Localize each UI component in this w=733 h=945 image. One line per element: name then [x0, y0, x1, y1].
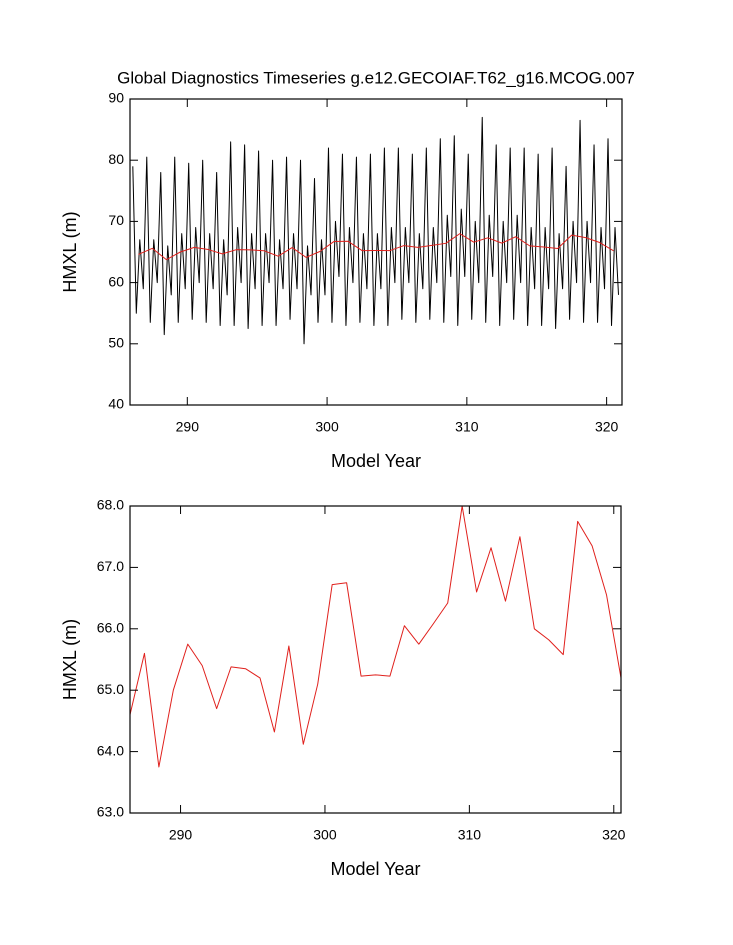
x-tick-label: 300 [313, 827, 337, 843]
x-axis-label: Model Year [331, 451, 421, 471]
y-tick-label: 40 [108, 396, 124, 412]
plot-frame [129, 98, 623, 406]
data-line [138, 233, 614, 261]
y-tick-label: 70 [108, 212, 124, 228]
data-line [129, 505, 622, 768]
x-tick-label: 310 [458, 827, 482, 843]
y-tick-label: 63.0 [97, 804, 124, 820]
x-tick-label: 320 [595, 419, 619, 435]
x-tick-label: 290 [176, 419, 200, 435]
y-axis-label: HMXL (m) [60, 211, 80, 292]
y-tick-label: 60 [108, 273, 124, 289]
chart-title: Global Diagnostics Timeseries g.e12.GECO… [117, 68, 635, 87]
y-tick-label: 50 [108, 335, 124, 351]
y-tick-label: 68.0 [97, 497, 124, 513]
data-line [132, 116, 620, 345]
y-tick-label: 90 [108, 90, 124, 106]
y-axis-label: HMXL (m) [60, 619, 80, 700]
y-tick-label: 64.0 [97, 742, 124, 758]
x-tick-label: 310 [455, 419, 479, 435]
x-tick-label: 320 [602, 827, 626, 843]
y-tick-label: 65.0 [97, 681, 124, 697]
x-tick-label: 300 [315, 419, 339, 435]
y-tick-label: 80 [108, 151, 124, 167]
y-tick-label: 67.0 [97, 558, 124, 574]
y-tick-label: 66.0 [97, 620, 124, 636]
plot-frame [129, 505, 622, 814]
x-tick-label: 290 [169, 827, 193, 843]
x-axis-label: Model Year [330, 859, 420, 879]
